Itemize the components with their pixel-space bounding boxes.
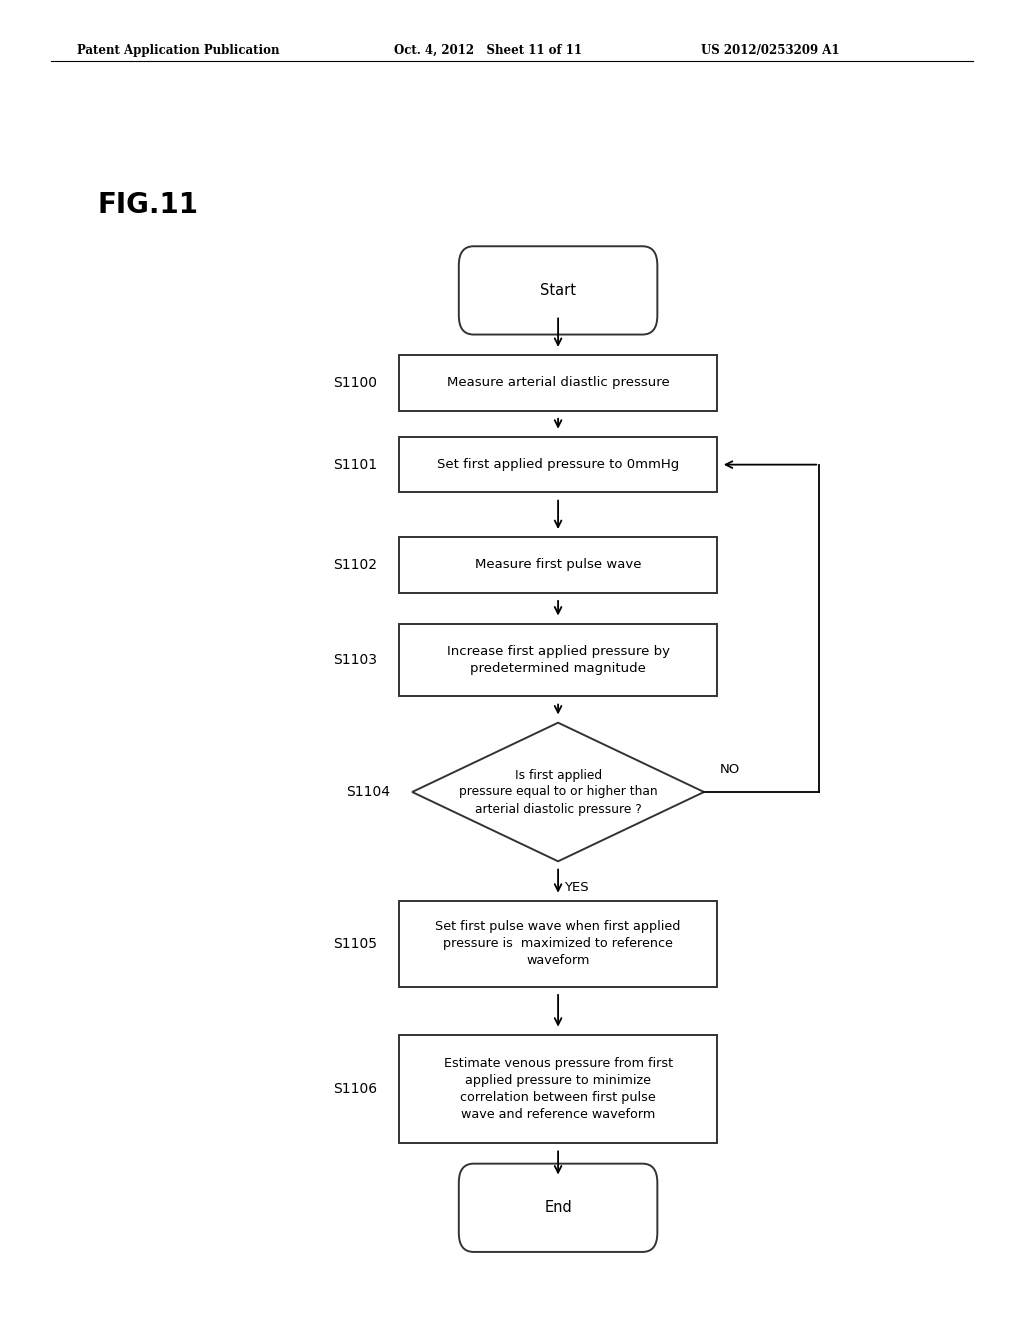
FancyBboxPatch shape [459,1164,657,1251]
Text: FIG.11: FIG.11 [97,190,199,219]
Text: Start: Start [540,282,577,298]
Text: S1104: S1104 [346,785,390,799]
Text: Estimate venous pressure from first
applied pressure to minimize
correlation bet: Estimate venous pressure from first appl… [443,1057,673,1121]
Text: NO: NO [719,763,739,776]
Bar [399,355,717,411]
Text: Set first applied pressure to 0mmHg: Set first applied pressure to 0mmHg [437,458,679,471]
Text: Patent Application Publication: Patent Application Publication [77,44,280,57]
Polygon shape [413,722,705,861]
Text: Oct. 4, 2012   Sheet 11 of 11: Oct. 4, 2012 Sheet 11 of 11 [394,44,583,57]
Text: S1106: S1106 [333,1082,377,1096]
Bar [399,624,717,697]
Text: Is first applied
pressure equal to or higher than
arterial diastolic pressure ?: Is first applied pressure equal to or hi… [459,768,657,816]
Text: S1105: S1105 [333,937,377,950]
Text: US 2012/0253209 A1: US 2012/0253209 A1 [701,44,840,57]
Text: S1101: S1101 [333,458,377,471]
Text: End: End [544,1200,572,1216]
Text: S1102: S1102 [333,558,377,572]
Bar [399,902,717,987]
FancyBboxPatch shape [459,247,657,334]
Text: S1103: S1103 [333,653,377,667]
Text: Set first pulse wave when first applied
pressure is  maximized to reference
wave: Set first pulse wave when first applied … [435,920,681,968]
Text: YES: YES [564,882,589,894]
Text: S1100: S1100 [333,376,377,389]
Text: Increase first applied pressure by
predetermined magnitude: Increase first applied pressure by prede… [446,645,670,675]
Bar [399,537,717,593]
Bar [399,437,717,492]
Text: Measure first pulse wave: Measure first pulse wave [475,558,641,572]
Text: Measure arterial diastlic pressure: Measure arterial diastlic pressure [446,376,670,389]
Bar [399,1035,717,1143]
